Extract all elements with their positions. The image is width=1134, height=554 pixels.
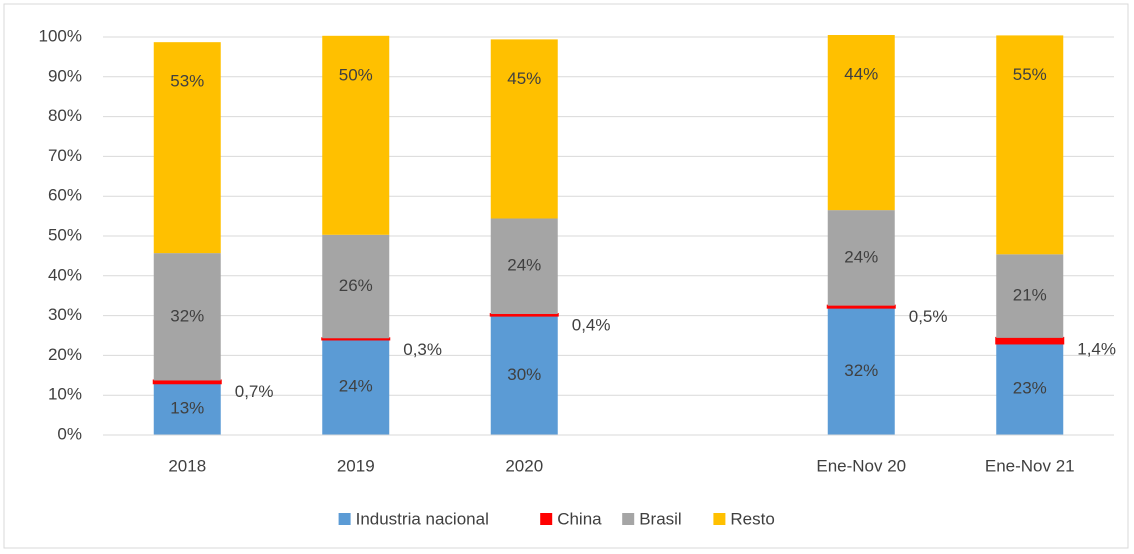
y-tick-label: 0%: [57, 424, 82, 443]
y-tick-label: 60%: [48, 186, 82, 205]
data-label: 44%: [844, 64, 878, 83]
data-label: 53%: [170, 72, 204, 91]
bar-segment: [826, 304, 896, 309]
legend-swatch: [338, 513, 351, 525]
x-tick-label: 2019: [337, 456, 375, 475]
bar-segment: [153, 383, 221, 435]
data-label: 32%: [844, 361, 878, 380]
bar-segment: [152, 379, 222, 385]
data-label: 50%: [339, 65, 373, 84]
data-label: 21%: [1013, 286, 1047, 305]
data-label: 24%: [339, 377, 373, 396]
legend-label: Industria nacional: [356, 509, 489, 528]
bar-segment: [321, 337, 391, 341]
bar-segment: [490, 39, 558, 219]
bar-segment: [827, 210, 895, 306]
x-tick-label: Ene-Nov 20: [816, 456, 906, 475]
bar-segment: [490, 218, 558, 315]
bar-segment: [996, 254, 1064, 338]
bar-segment: [322, 35, 390, 235]
data-label: 55%: [1013, 65, 1047, 84]
bar-segment: [490, 315, 558, 435]
legend-swatch: [713, 513, 726, 525]
bar-segment: [322, 234, 390, 339]
x-tick-label: Ene-Nov 21: [985, 456, 1075, 475]
y-tick-label: 50%: [48, 225, 82, 244]
legend-label: China: [557, 509, 602, 528]
bar-segment: [153, 42, 221, 254]
legend-label: Resto: [730, 509, 774, 528]
x-tick-label: 2020: [505, 456, 543, 475]
data-label: 0,7%: [235, 382, 274, 401]
legend-label: Brasil: [639, 509, 682, 528]
data-label: 24%: [507, 256, 541, 275]
data-label: 0,5%: [909, 307, 948, 326]
y-tick-label: 40%: [48, 265, 82, 284]
data-label: 24%: [844, 247, 878, 266]
bar-segment: [827, 35, 895, 211]
legend-swatch: [540, 513, 553, 525]
x-tick-label: 2018: [168, 456, 206, 475]
y-tick-label: 70%: [48, 146, 82, 165]
data-label: 26%: [339, 276, 373, 295]
data-label: 13%: [170, 399, 204, 418]
data-label: 32%: [170, 306, 204, 325]
bar-segment: [996, 343, 1064, 435]
bar-segment: [996, 35, 1064, 255]
data-label: 0,4%: [572, 315, 611, 334]
bar-segment: [153, 253, 221, 381]
y-tick-label: 100%: [39, 26, 82, 45]
data-label: 45%: [507, 69, 541, 88]
data-label: 30%: [507, 365, 541, 384]
bar-segment: [995, 336, 1065, 345]
data-label: 0,3%: [403, 340, 442, 359]
data-label: 23%: [1013, 379, 1047, 398]
legend-swatch: [622, 513, 635, 525]
bar-segment: [827, 307, 895, 435]
y-tick-label: 30%: [48, 305, 82, 324]
y-tick-label: 80%: [48, 106, 82, 125]
y-tick-label: 10%: [48, 385, 82, 404]
bar-segment: [322, 339, 390, 435]
y-tick-label: 20%: [48, 345, 82, 364]
data-label: 1,4%: [1077, 339, 1116, 358]
bar-segment: [489, 313, 559, 317]
y-tick-label: 90%: [48, 66, 82, 85]
